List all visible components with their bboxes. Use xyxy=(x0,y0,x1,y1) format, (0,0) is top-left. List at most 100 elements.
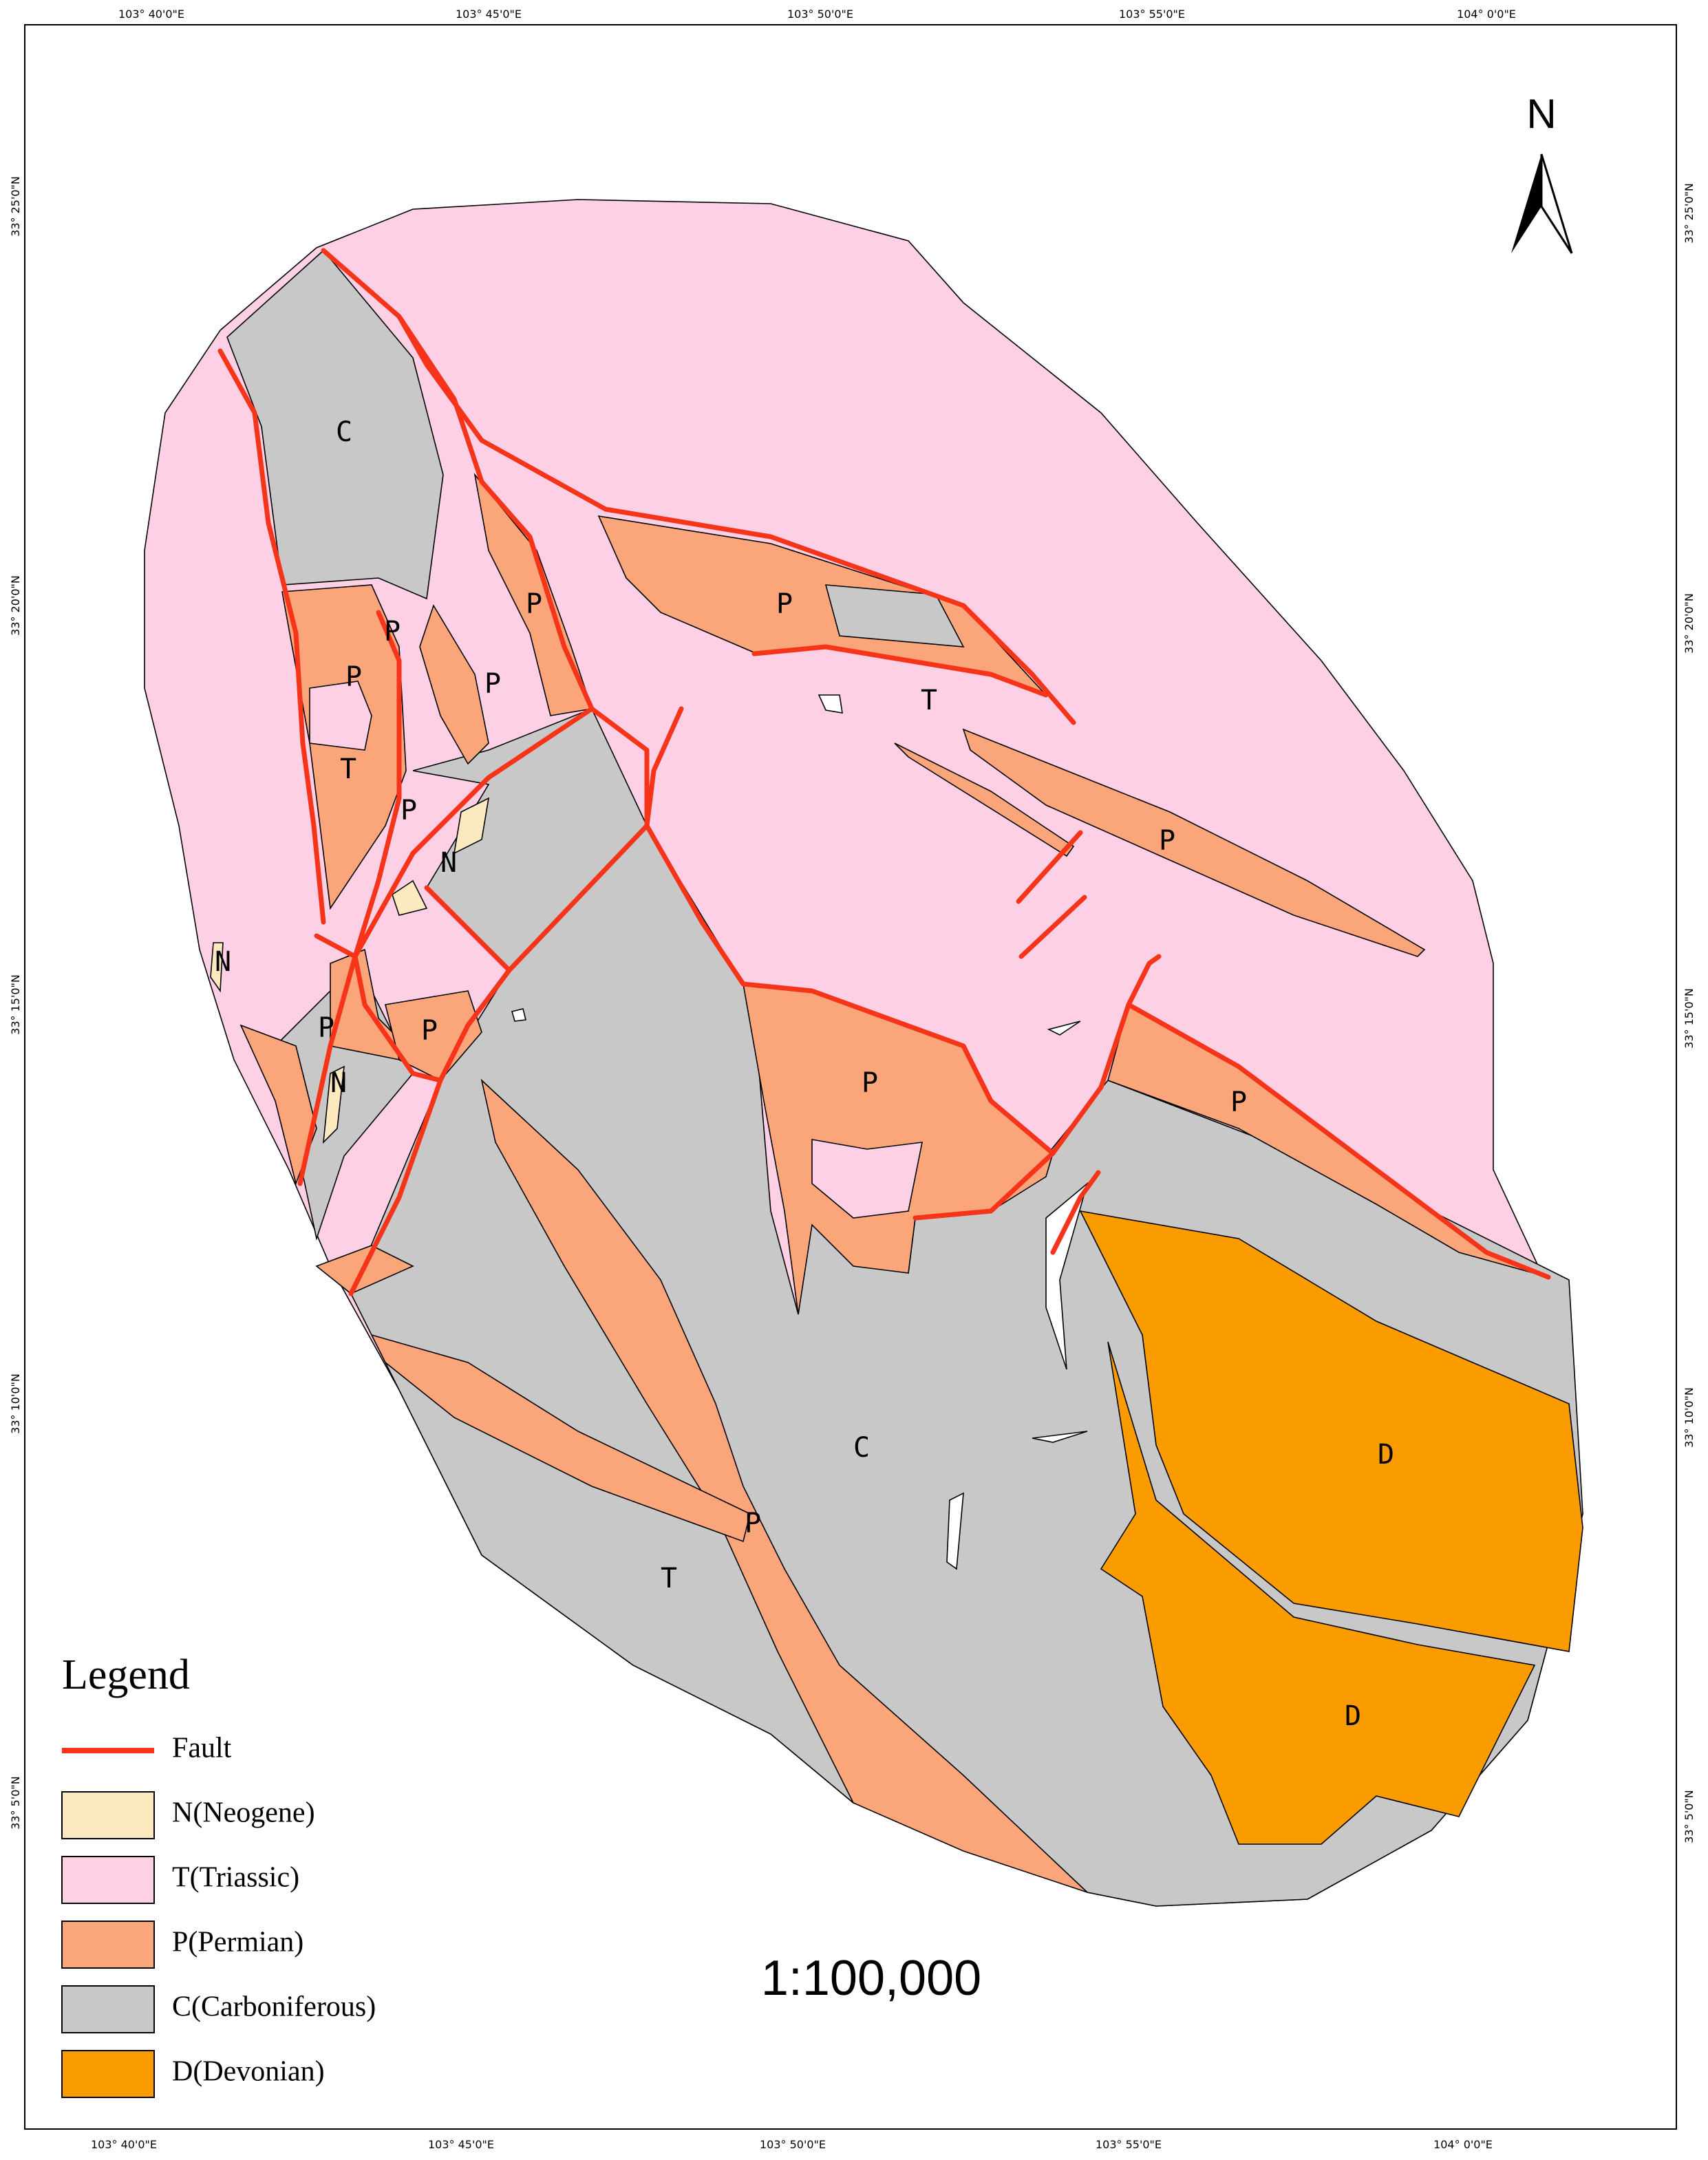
geology xyxy=(144,199,1583,1907)
geologic-unit xyxy=(1047,1020,1081,1036)
geologic-unit xyxy=(962,728,1426,957)
top-coord-label: 104° 0'0"E xyxy=(1457,8,1516,21)
legend-swatch xyxy=(61,1985,155,2033)
unit-label: P xyxy=(776,588,793,620)
geologic-unit xyxy=(210,942,224,993)
unit-label: T xyxy=(340,753,356,785)
geologic-unit xyxy=(818,694,843,714)
fault-line xyxy=(396,314,650,973)
north-arrow-left xyxy=(1511,154,1541,253)
unit-label: P xyxy=(1230,1087,1247,1118)
top-coord-label: 103° 50'0"E xyxy=(787,8,853,21)
bottom-coord-label: 104° 0'0"E xyxy=(1433,2138,1493,2151)
geologic-unit xyxy=(322,1065,345,1144)
geologic-unit xyxy=(473,473,593,716)
geologic-unit xyxy=(1100,1341,1536,1845)
unit-label: P xyxy=(421,1015,438,1047)
geologic-unit xyxy=(453,797,490,855)
right-coord-label: 33° 10'0"N xyxy=(1683,1387,1696,1448)
legend-title: Legend xyxy=(62,1651,190,1698)
legend-label: P(Permian) xyxy=(172,1927,303,1958)
unit-label: P xyxy=(318,1012,334,1044)
fault-line xyxy=(217,348,326,925)
fault-line xyxy=(348,1078,443,1296)
unit-label: D xyxy=(1378,1439,1394,1471)
geologic-unit xyxy=(946,1492,964,1570)
geologic-unit xyxy=(392,879,428,916)
legend: Fault N(Neogene) T(Triassic) P(Permian) C(Ca… xyxy=(61,1733,376,2098)
bottom-coord-label: 103° 55'0"E xyxy=(1096,2138,1162,2151)
geologic-unit xyxy=(811,1139,924,1219)
geologic-unit xyxy=(824,584,965,648)
unit-label: C xyxy=(336,416,352,448)
fault-line xyxy=(1126,954,1162,1007)
fault-line xyxy=(352,706,595,959)
left-coord-label: 33° 10'0"N xyxy=(9,1373,22,1434)
legend-label: Fault xyxy=(172,1733,232,1764)
unit-label: P xyxy=(526,588,542,620)
unit-label: T xyxy=(921,685,937,716)
unit-label: N xyxy=(330,1067,347,1099)
left-coord-label: 33° 25'0"N xyxy=(9,176,22,237)
legend-label: C(Carboniferous) xyxy=(172,1991,376,2023)
unit-label: P xyxy=(384,616,401,648)
unit-label: P xyxy=(1159,825,1175,857)
legend-swatch xyxy=(61,1856,155,1904)
fault-line xyxy=(644,823,1056,1221)
fault-line xyxy=(644,706,684,828)
north-label: N xyxy=(1526,91,1556,137)
legend-label: D(Devonian) xyxy=(172,2056,325,2088)
left-coord-label: 33° 5'0"N xyxy=(9,1776,22,1830)
fault-line xyxy=(352,610,402,959)
geologic-unit xyxy=(894,742,1075,857)
geologic-unit xyxy=(511,1008,526,1022)
unit-label: P xyxy=(401,795,417,826)
fault-line xyxy=(1018,895,1087,959)
legend-swatch xyxy=(61,2050,155,2098)
geologic-unit xyxy=(1079,1210,1583,1652)
legend-swatch xyxy=(61,1791,155,1839)
unit-label: P xyxy=(862,1067,878,1099)
left-coord-label: 33° 20'0"N xyxy=(9,575,22,636)
unit-label: P xyxy=(745,1508,761,1539)
geologic-unit xyxy=(1032,1431,1088,1443)
unit-label: N xyxy=(215,946,231,978)
unit-label: P xyxy=(345,661,362,693)
left-coord-label: 33° 15'0"N xyxy=(9,974,22,1035)
unit-label: C xyxy=(853,1432,870,1464)
fault-line xyxy=(1016,830,1083,904)
geologic-unit xyxy=(480,1078,1088,1893)
bottom-coord-label: 103° 50'0"E xyxy=(760,2138,826,2151)
top-coord-label: 103° 45'0"E xyxy=(456,8,522,21)
unit-label: D xyxy=(1345,1700,1361,1732)
map-frame xyxy=(24,24,1677,2130)
scale-text: 1:100,000 xyxy=(761,1951,981,2006)
geologic-unit xyxy=(419,604,489,765)
right-coord-label: 33° 25'0"N xyxy=(1683,183,1696,244)
top-coord-label: 103° 55'0"E xyxy=(1119,8,1185,21)
geologic-unit xyxy=(370,1334,751,1543)
coordinates: 103° 40'0"E 103° 45'0"E 103° 50'0"E 103° 55… xyxy=(9,8,1696,2151)
unit-label: P xyxy=(484,668,501,700)
geologic-unit xyxy=(1045,1181,1089,1370)
legend-swatch xyxy=(61,1921,155,1969)
geologic-unit xyxy=(309,681,372,751)
bottom-coord-label: 103° 40'0"E xyxy=(91,2138,157,2151)
unit-label: N xyxy=(440,847,457,879)
fault-line xyxy=(1050,1170,1101,1255)
legend-label: T(Triassic) xyxy=(172,1862,299,1894)
fault-line xyxy=(352,954,512,1083)
north-arrow: N xyxy=(1511,91,1573,254)
unit-label: T xyxy=(661,1563,677,1594)
fault-line xyxy=(751,644,1049,698)
right-coord-label: 33° 15'0"N xyxy=(1683,988,1696,1049)
right-coord-label: 33° 5'0"N xyxy=(1683,1790,1696,1843)
faults xyxy=(217,248,1551,1296)
bottom-coord-label: 103° 45'0"E xyxy=(428,2138,494,2151)
legend-label: N(Neogene) xyxy=(172,1797,315,1829)
right-coord-label: 33° 20'0"N xyxy=(1683,593,1696,654)
geologic-unit xyxy=(226,249,444,600)
